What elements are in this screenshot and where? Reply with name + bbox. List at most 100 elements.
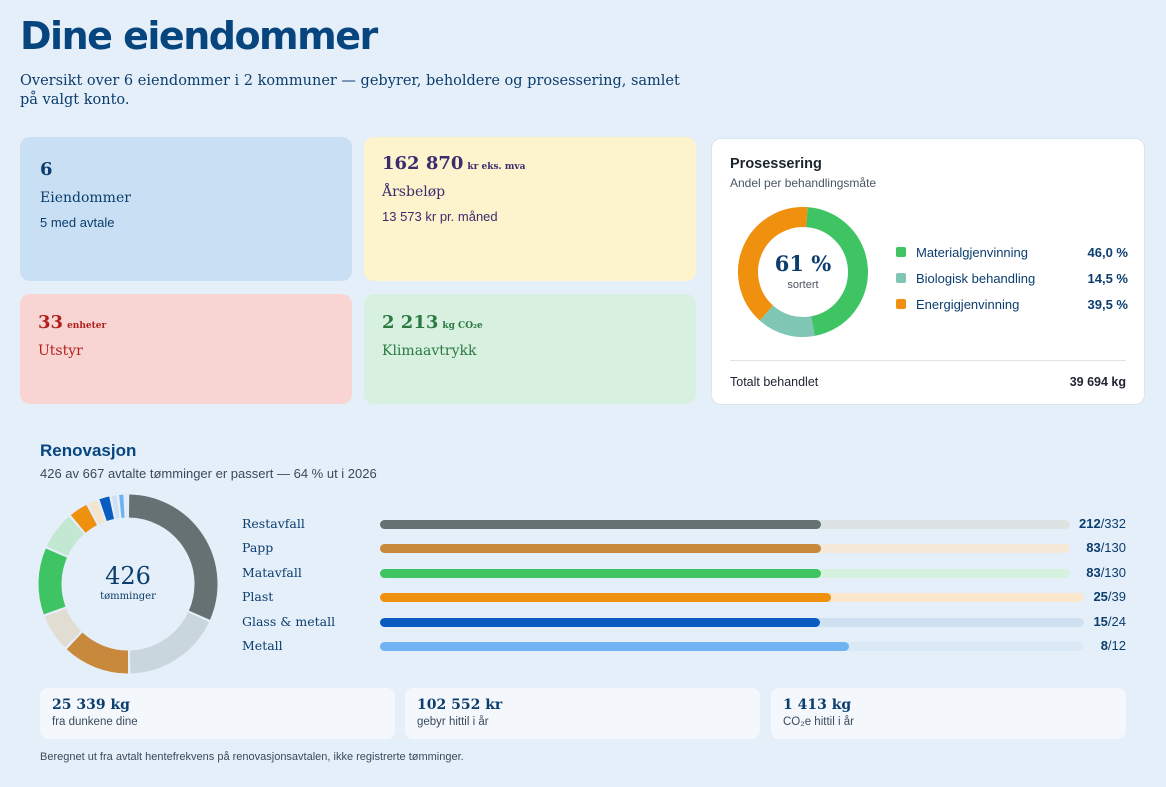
renovation-donut-slice (44, 607, 82, 648)
renovation-donut-center: 426 tømminger (38, 494, 218, 674)
total-processed-label: Totalt behandlet (730, 375, 819, 389)
footnote: Beregnet ut fra avtalt hentefrekvens på … (40, 751, 464, 763)
renovation-donut-slice (128, 494, 218, 620)
climate-value: 2 213 (382, 312, 439, 333)
renovation-title: Renovasjon (40, 441, 137, 460)
legend-name: Biologisk behandling (916, 270, 1036, 286)
waste-name: Restavfall (242, 516, 305, 531)
waste-row: Glass & metall 15/24 (242, 610, 1130, 634)
stat-weight: 25 339 kg fra dunkene dine (40, 688, 395, 739)
stat-weight-value: 25 339 kg (52, 697, 130, 713)
waste-row: Plast 25/39 (242, 585, 1130, 609)
waste-count: 8/12 (1101, 638, 1126, 653)
legend-swatch (896, 247, 906, 257)
stat-fee: 102 552 kr gebyr hittil i år (405, 688, 760, 739)
waste-name: Plast (242, 589, 274, 605)
stat-co2: 1 413 kg CO₂e hittil i år (771, 688, 1126, 739)
equipment-label: Utstyr (38, 343, 83, 359)
annual-amount-value: 162 870 (382, 153, 464, 174)
legend-swatch (896, 299, 906, 309)
page-title: Dine eiendommer (20, 14, 378, 58)
page-subtitle: Oversikt over 6 eiendommer i 2 kommuner … (20, 73, 680, 108)
annual-amount-label: Årsbeløp (382, 184, 446, 200)
stat-co2-label: CO₂e hittil i år (783, 716, 854, 728)
renovation-donut-slice (129, 611, 209, 674)
waste-count-total: /130 (1100, 564, 1126, 580)
waste-count-done: 212 (1078, 516, 1101, 531)
waste-count-total: /39 (1107, 589, 1126, 605)
emptyings-count: 426 (105, 562, 151, 590)
stat-co2-value: 1 413 kg (783, 697, 852, 713)
processing-legend: Materialgjenvinning 46,0 % Biologisk behan… (896, 239, 1128, 317)
waste-row: Matavfall 83/130 (242, 561, 1130, 585)
stat-fee-value: 102 552 kr (417, 697, 503, 713)
legend-name: Materialgjenvinning (916, 244, 1029, 260)
waste-count-total: /130 (1100, 540, 1126, 556)
properties-count: 6 (40, 159, 53, 180)
legend-item: Biologisk behandling 14,5 % (896, 265, 1128, 291)
stat-fee-label: gebyr hittil i år (417, 716, 489, 728)
legend-value: 46,0 % (1087, 244, 1128, 260)
annual-amount-unit: kr eks. mva (467, 162, 526, 172)
processing-donut-center: 61 % sortert (738, 207, 868, 337)
renovation-donut-slice (99, 496, 115, 522)
waste-bar-fill (380, 617, 820, 627)
processing-subtitle: Andel per behandlingsmåte (730, 176, 877, 190)
waste-count-done: 83 (1086, 564, 1101, 580)
processing-divider (730, 360, 1126, 361)
waste-bar-track (380, 544, 1070, 554)
climate-card[interactable]: 2 213 kg CO₂e Klimaavtrykk (364, 294, 696, 404)
legend-swatch (896, 273, 906, 283)
waste-count: 83/130 (1086, 565, 1126, 580)
waste-name: Glass & metall (242, 613, 336, 629)
stat-weight-label: fra dunkene dine (52, 716, 138, 728)
processing-donut-slice (805, 207, 868, 336)
renovation-donut-slice (46, 516, 85, 557)
climate-unit: kg CO₂e (442, 321, 483, 331)
waste-count-done: 83 (1086, 540, 1101, 556)
waste-bar-fill (380, 641, 849, 651)
waste-count: 212/332 (1079, 516, 1126, 531)
processing-donut-slice (759, 305, 815, 337)
waste-bar-fill (380, 544, 821, 554)
sorted-label: sortert (787, 279, 819, 291)
total-processed-value: 39 694 kg (1069, 375, 1126, 389)
waste-bar-track (380, 568, 1070, 578)
waste-row: Papp 83/130 (242, 536, 1130, 560)
waste-count-done: 15 (1093, 613, 1108, 629)
renovation-donut-slice (88, 500, 106, 525)
processing-donut-slice (738, 207, 808, 321)
processing-card: Prosessering Andel per behandlingsmåte 6… (711, 138, 1145, 405)
climate-label: Klimaavtrykk (382, 343, 477, 359)
legend-name: Energigjenvinning (916, 296, 1020, 312)
renovation-donut-slice (38, 548, 68, 615)
waste-count-total: /332 (1100, 516, 1126, 531)
annual-amount-card[interactable]: 162 870 kr eks. mva Årsbeløp 13 573 kr pr… (364, 137, 696, 281)
waste-count-done: 25 (1093, 589, 1108, 605)
legend-item: Energigjenvinning 39,5 % (896, 291, 1128, 317)
waste-name: Metall (242, 637, 283, 653)
processing-donut-chart (738, 207, 868, 337)
waste-count-total: /24 (1107, 613, 1126, 629)
renovation-donut-chart (38, 494, 218, 674)
emptyings-label: tømminger (100, 591, 156, 602)
waste-count: 25/39 (1093, 589, 1126, 604)
waste-row: Metall 8/12 (242, 634, 1130, 658)
properties-card[interactable]: 6 Eiendommer 5 med avtale (20, 137, 352, 281)
waste-count-done: 8 (1100, 637, 1108, 653)
waste-name: Papp (242, 540, 274, 556)
equipment-unit: enheter (67, 321, 107, 331)
renovation-subtitle: 426 av 667 avtalte tømminger er passert … (40, 466, 377, 481)
legend-value: 39,5 % (1087, 296, 1128, 312)
processing-title: Prosessering (730, 156, 822, 172)
waste-type-bars: Restavfall 212/332 Papp 83/130 Matavfall 83/1… (242, 512, 1130, 658)
sorted-percentage: 61 % (774, 251, 832, 276)
equipment-count: 33 (38, 312, 64, 333)
waste-bar-track (380, 593, 1084, 603)
equipment-card[interactable]: 33 enheter Utstyr (20, 294, 352, 404)
waste-bar-track (380, 617, 1084, 627)
waste-bar-fill (380, 520, 821, 529)
waste-row: Restavfall 212/332 (242, 512, 1130, 536)
waste-bar-fill (380, 568, 821, 578)
waste-bar-track (380, 520, 1070, 529)
